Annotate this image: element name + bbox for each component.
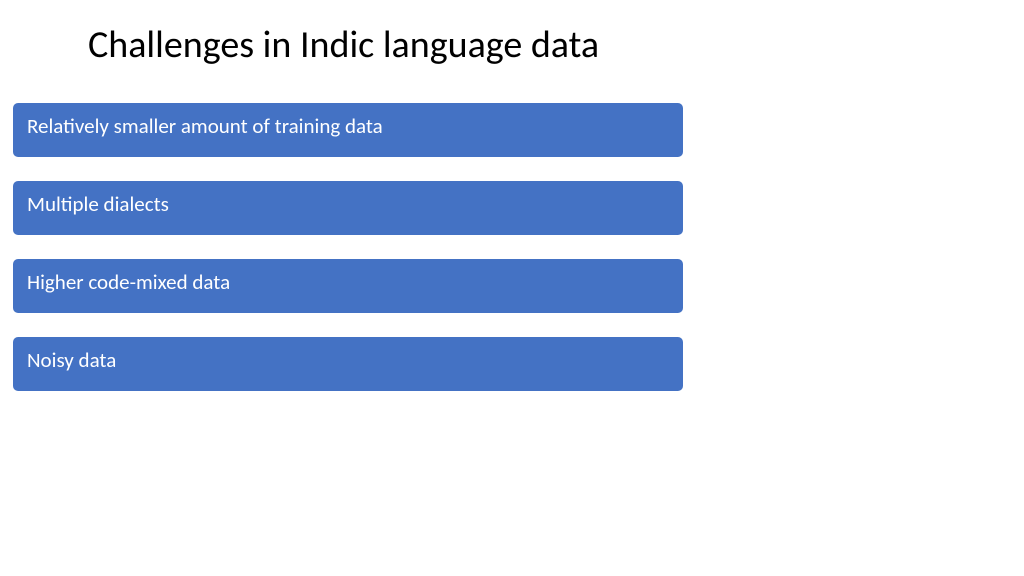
challenge-bar: Relatively smaller amount of training da… (12, 102, 684, 158)
bullet-bars: Relatively smaller amount of training da… (0, 68, 1024, 392)
slide-title: Challenges in Indic language data (0, 0, 1024, 68)
challenge-bar: Multiple dialects (12, 180, 684, 236)
challenge-bar: Higher code-mixed data (12, 258, 684, 314)
challenge-bar: Noisy data (12, 336, 684, 392)
